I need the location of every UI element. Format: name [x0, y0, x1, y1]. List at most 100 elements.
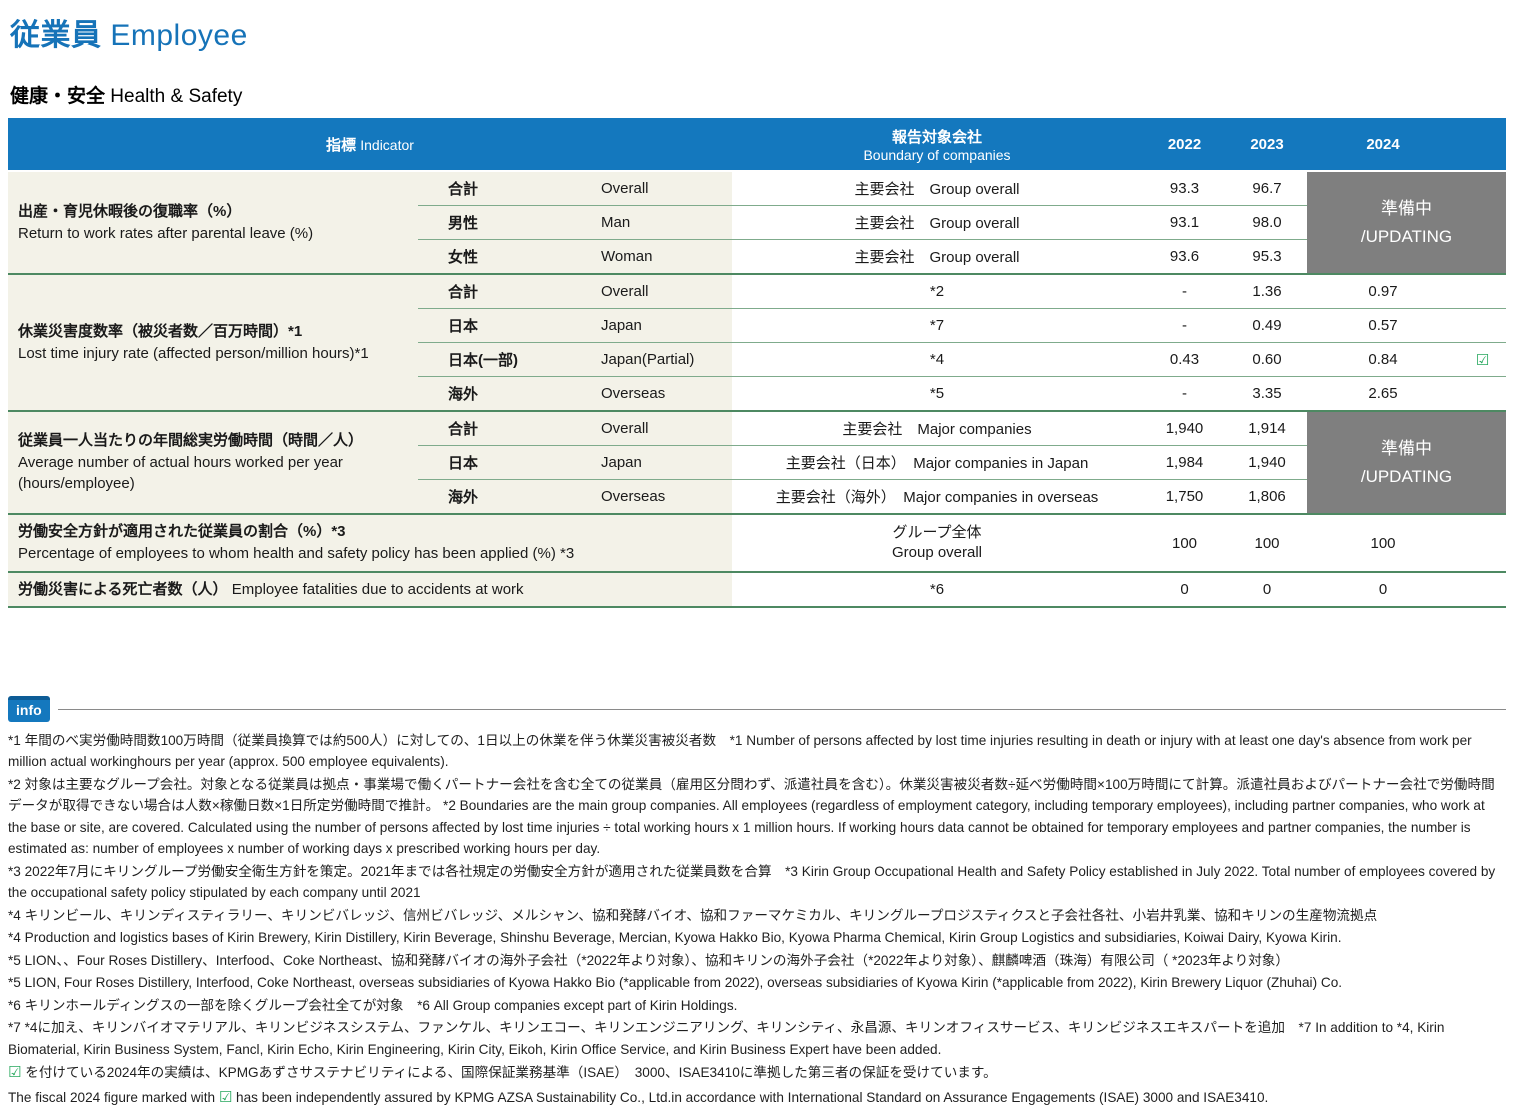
sub-label-en: Japan — [595, 308, 732, 343]
indicator-cell: 労働安全方針が適用された従業員の割合（%）*3 Percentage of em… — [8, 514, 732, 573]
check-cell — [1459, 308, 1506, 343]
header-check-column — [1459, 118, 1506, 172]
value-2022: 93.6 — [1142, 239, 1227, 275]
value-2024: 0 — [1307, 572, 1459, 608]
table-row: 海外 Overseas 主要会社（海外） Major companies in … — [8, 479, 1506, 515]
indicator-jp: 休業災害度数率（被災者数／百万時間）*1 — [18, 322, 303, 340]
sub-label-jp: 日本 — [418, 445, 595, 480]
value-2022: 1,750 — [1142, 479, 1227, 515]
value-2022: - — [1142, 274, 1227, 309]
footnote: *3 2022年7月にキリングループ労働安全衛生方針を策定。2021年までは各社… — [8, 863, 1496, 901]
indicator-en: Average number of actual hours worked pe… — [18, 453, 343, 493]
value-2023: 1,940 — [1227, 445, 1307, 480]
sub-label-jp: 女性 — [418, 239, 595, 275]
sub-label-jp: 合計 — [418, 274, 595, 309]
header-year-2024: 2024 — [1307, 118, 1459, 172]
value-2024: 2.65 — [1307, 376, 1459, 412]
footnote-assurance-jp: ☑ を付けている2024年の実績は、KPMGあずさサステナビリティによる、国際保… — [8, 1061, 1506, 1085]
value-2023: 98.0 — [1227, 205, 1307, 240]
boundary-cell: *5 — [732, 376, 1142, 412]
sub-label-en: Overseas — [595, 479, 732, 515]
section-subtitle-jp: 健康・安全 — [10, 86, 106, 107]
indicator-en: Return to work rates after parental leav… — [18, 224, 314, 242]
value-2023: 0.60 — [1227, 342, 1307, 377]
boundary-cell: *4 — [732, 342, 1142, 377]
check-cell — [1459, 514, 1506, 573]
check-cell — [1459, 376, 1506, 412]
header-indicator-en: Indicator — [360, 136, 414, 153]
value-2022: 1,984 — [1142, 445, 1227, 480]
value-2023: 0.49 — [1227, 308, 1307, 343]
indicator-cell: 休業災害度数率（被災者数／百万時間）*1 Lost time injury ra… — [8, 274, 418, 412]
header-indicator-jp: 指標 — [326, 136, 357, 154]
table-row: 男性 Man 主要会社 Group overall 93.1 98.0 — [8, 205, 1506, 240]
table-row: 日本(一部) Japan(Partial) *4 0.43 0.60 0.84 … — [8, 342, 1506, 377]
boundary-cell: 主要会社 Group overall — [732, 171, 1142, 206]
assurance-en-after: has been independently assured by KPMG A… — [236, 1089, 1269, 1105]
boundary-cell: *2 — [732, 274, 1142, 309]
boundary-cell: 主要会社（海外） Major companies in overseas — [732, 479, 1142, 515]
sub-label-jp: 日本(一部) — [418, 342, 595, 377]
updating-overlay: 準備中 /UPDATING — [1307, 411, 1506, 515]
sub-label-jp: 海外 — [418, 376, 595, 412]
indicator-jp: 出産・育児休暇後の復職率（%） — [18, 202, 242, 220]
boundary-en: Group overall — [891, 544, 983, 561]
value-2022: 93.3 — [1142, 171, 1227, 206]
assurance-en-before: The fiscal 2024 figure marked with — [8, 1089, 216, 1105]
value-2022: 0 — [1142, 572, 1227, 608]
boundary-jp: グループ全体 — [892, 523, 982, 541]
indicator-en: Percentage of employees to whom health a… — [18, 545, 575, 562]
updating-overlay: 準備中 /UPDATING — [1307, 171, 1506, 275]
table-row: 休業災害度数率（被災者数／百万時間）*1 Lost time injury ra… — [8, 274, 1506, 412]
value-2023: 95.3 — [1227, 239, 1307, 275]
indicator-jp: 労働安全方針が適用された従業員の割合（%）*3 — [18, 523, 346, 541]
value-2022: 93.1 — [1142, 205, 1227, 240]
indicator-jp: 従業員一人当たりの年間総実労働時間（時間／人） — [18, 431, 364, 449]
sub-label-en: Overall — [595, 171, 732, 206]
value-2023: 1,914 — [1227, 411, 1307, 446]
sub-label-jp: 日本 — [418, 308, 595, 343]
assured-check-icon: ☑ — [218, 1088, 233, 1106]
sub-label-en: Japan — [595, 445, 732, 480]
footnote-assurance-en: The fiscal 2024 figure marked with ☑ has… — [8, 1086, 1506, 1110]
updating-line1: 準備中 — [1381, 439, 1432, 459]
sub-label-en: Woman — [595, 239, 732, 275]
table-row: 労働安全方針が適用された従業員の割合（%）*3 Percentage of em… — [8, 514, 1506, 573]
value-2024: 0.84 — [1307, 342, 1459, 377]
table-row: 労働災害による死亡者数（人） Employee fatalities due t… — [8, 572, 1506, 608]
boundary-cell: 主要会社（日本） Major companies in Japan — [732, 445, 1142, 480]
boundary-cell: 主要会社 Major companies — [732, 411, 1142, 446]
sub-label-jp: 合計 — [418, 171, 595, 206]
updating-line2: /UPDATING — [1360, 466, 1453, 486]
check-cell — [1459, 274, 1506, 309]
indicator-jp: 労働災害による死亡者数（人） — [18, 580, 228, 598]
sub-label-en: Overseas — [595, 376, 732, 412]
value-2023: 3.35 — [1227, 376, 1307, 412]
assured-check-icon: ☑ — [8, 1064, 22, 1082]
table-row: 女性 Woman 主要会社 Group overall 93.6 95.3 — [8, 239, 1506, 275]
header-year-2022: 2022 — [1142, 118, 1227, 172]
boundary-cell: *6 — [732, 572, 1142, 608]
indicator-cell: 出産・育児休暇後の復職率（%） Return to work rates aft… — [8, 171, 418, 275]
value-2022: - — [1142, 376, 1227, 412]
value-2023: 1,806 — [1227, 479, 1307, 515]
value-2022: 100 — [1142, 514, 1227, 573]
table-row: 日本 Japan 主要会社（日本） Major companies in Jap… — [8, 445, 1506, 480]
footnote: *5 LION、、Four Roses Distillery、Interfood… — [8, 952, 1289, 968]
sub-label-en: Man — [595, 205, 732, 240]
table-row: 従業員一人当たりの年間総実労働時間（時間／人） Average number o… — [8, 411, 1506, 515]
sub-label-jp: 海外 — [418, 479, 595, 515]
sub-label-en: Japan(Partial) — [595, 342, 732, 377]
boundary-cell: *7 — [732, 308, 1142, 343]
value-2023: 100 — [1227, 514, 1307, 573]
boundary-cell: 主要会社 Group overall — [732, 205, 1142, 240]
updating-line2: /UPDATING — [1360, 226, 1453, 246]
value-2023: 1.36 — [1227, 274, 1307, 309]
value-2023: 0 — [1227, 572, 1307, 608]
table-row: 出産・育児休暇後の復職率（%） Return to work rates aft… — [8, 171, 1506, 275]
sub-label-en: Overall — [595, 274, 732, 309]
info-icon: info — [8, 696, 50, 722]
sub-label-jp: 合計 — [418, 411, 595, 446]
table-header-row: 指標 Indicator 報告対象会社 Boundary of companie… — [8, 118, 1506, 172]
footnotes-block: *1 年間のべ実労働時間数100万時間（従業員換算では約500人）に対しての、1… — [8, 730, 1506, 1109]
